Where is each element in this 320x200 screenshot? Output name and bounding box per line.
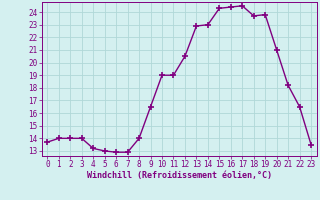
X-axis label: Windchill (Refroidissement éolien,°C): Windchill (Refroidissement éolien,°C) xyxy=(87,171,272,180)
